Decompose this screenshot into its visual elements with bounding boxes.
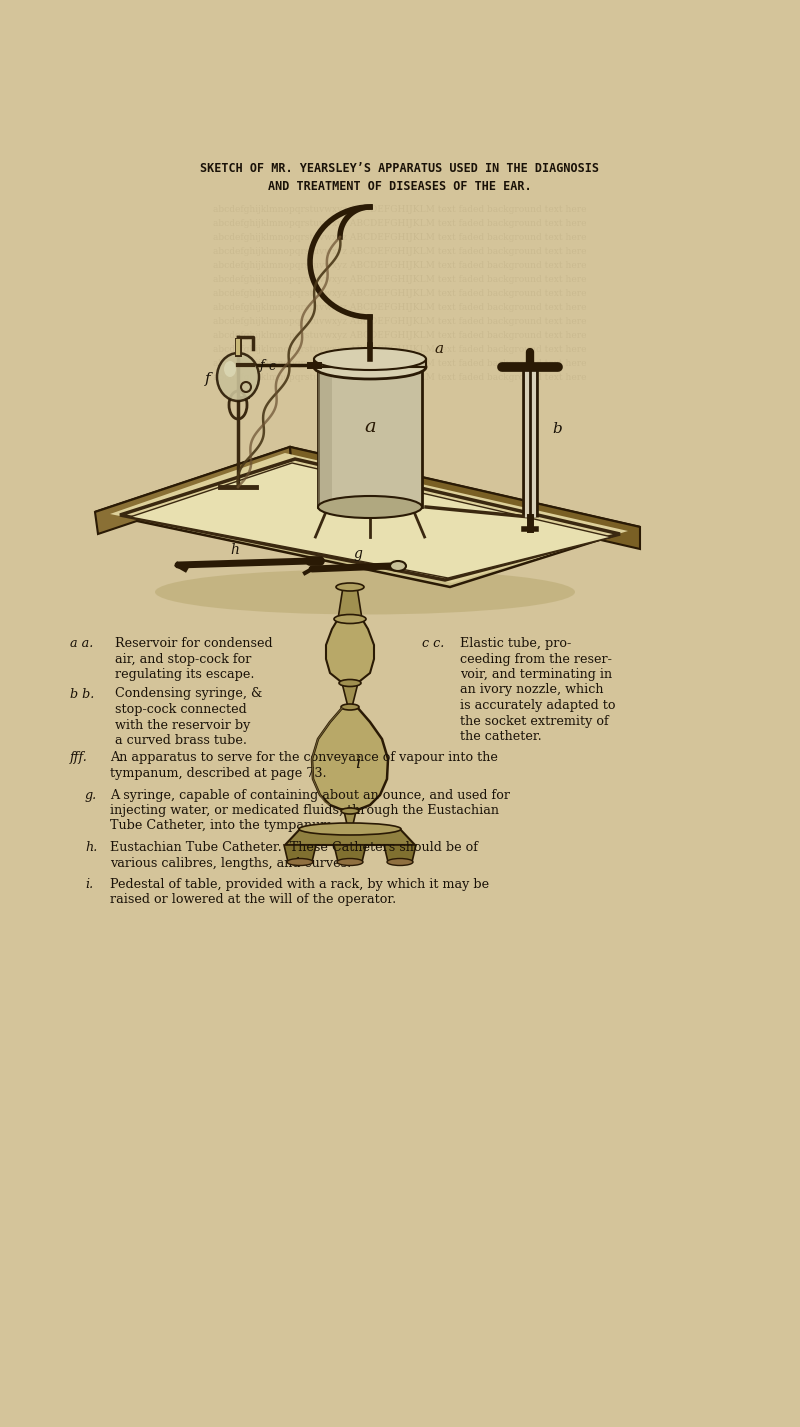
Polygon shape	[290, 447, 640, 549]
Text: abcdefghijklmnopqrstuvwxyz ABCDEFGHIJKLM text faded background text here: abcdefghijklmnopqrstuvwxyz ABCDEFGHIJKLM…	[214, 358, 586, 368]
Text: A syringe, capable of containing about an ounce, and used for: A syringe, capable of containing about a…	[110, 789, 510, 802]
Polygon shape	[384, 845, 416, 862]
Text: abcdefghijklmnopqrstuvwxyz ABCDEFGHIJKLM text faded background text here: abcdefghijklmnopqrstuvwxyz ABCDEFGHIJKLM…	[214, 274, 586, 284]
Text: air, and stop-cock for: air, and stop-cock for	[115, 652, 251, 665]
Ellipse shape	[390, 561, 406, 571]
Polygon shape	[334, 845, 366, 862]
Polygon shape	[95, 447, 292, 534]
Text: Condensing syringe, &: Condensing syringe, &	[115, 688, 262, 701]
Polygon shape	[342, 684, 358, 706]
Text: fff.: fff.	[70, 752, 88, 765]
Text: the catheter.: the catheter.	[460, 731, 542, 743]
Text: h: h	[230, 544, 239, 557]
Text: g.: g.	[85, 789, 97, 802]
Text: Eustachian Tube Catheter.  These Catheters should be of: Eustachian Tube Catheter. These Catheter…	[110, 841, 478, 853]
Text: ceeding from the reser-: ceeding from the reser-	[460, 652, 612, 665]
Polygon shape	[312, 706, 388, 811]
Text: abcdefghijklmnopqrstuvwxyz ABCDEFGHIJKLM text faded background text here: abcdefghijklmnopqrstuvwxyz ABCDEFGHIJKLM…	[214, 204, 586, 214]
Text: abcdefghijklmnopqrstuvwxyz ABCDEFGHIJKLM text faded background text here: abcdefghijklmnopqrstuvwxyz ABCDEFGHIJKLM…	[214, 372, 586, 381]
Text: a a.: a a.	[70, 636, 94, 651]
Text: injecting water, or medicated fluids, through the Eustachian: injecting water, or medicated fluids, th…	[110, 803, 499, 818]
Text: is accurately adapted to: is accurately adapted to	[460, 699, 615, 712]
Polygon shape	[344, 811, 356, 829]
Ellipse shape	[387, 859, 413, 866]
Text: c c.: c c.	[422, 636, 444, 651]
Polygon shape	[284, 845, 316, 862]
Polygon shape	[285, 829, 415, 845]
Ellipse shape	[155, 569, 575, 615]
Text: f: f	[260, 358, 265, 371]
Text: f: f	[205, 372, 211, 385]
Text: i: i	[355, 755, 361, 772]
Polygon shape	[314, 360, 426, 367]
Text: abcdefghijklmnopqrstuvwxyz ABCDEFGHIJKLM text faded background text here: abcdefghijklmnopqrstuvwxyz ABCDEFGHIJKLM…	[214, 331, 586, 340]
Ellipse shape	[336, 584, 364, 591]
Text: a: a	[434, 342, 443, 355]
Ellipse shape	[287, 859, 313, 866]
Text: AND TREATMENT OF DISEASES OF THE EAR.: AND TREATMENT OF DISEASES OF THE EAR.	[268, 180, 532, 193]
Ellipse shape	[334, 615, 366, 624]
Text: raised or lowered at the will of the operator.: raised or lowered at the will of the ope…	[110, 893, 396, 906]
Text: abcdefghijklmnopqrstuvwxyz ABCDEFGHIJKLM text faded background text here: abcdefghijklmnopqrstuvwxyz ABCDEFGHIJKLM…	[214, 247, 586, 255]
Text: Pedestal of table, provided with a rack, by which it may be: Pedestal of table, provided with a rack,…	[110, 878, 489, 890]
Text: abcdefghijklmnopqrstuvwxyz ABCDEFGHIJKLM text faded background text here: abcdefghijklmnopqrstuvwxyz ABCDEFGHIJKLM…	[214, 317, 586, 325]
Ellipse shape	[314, 355, 426, 380]
Text: c: c	[268, 361, 275, 374]
Text: with the reservoir by: with the reservoir by	[115, 719, 250, 732]
Ellipse shape	[337, 859, 363, 866]
Text: abcdefghijklmnopqrstuvwxyz ABCDEFGHIJKLM text faded background text here: abcdefghijklmnopqrstuvwxyz ABCDEFGHIJKLM…	[214, 344, 586, 354]
Polygon shape	[318, 367, 422, 507]
Ellipse shape	[299, 823, 401, 835]
Text: a curved brass tube.: a curved brass tube.	[115, 733, 247, 746]
Text: abcdefghijklmnopqrstuvwxyz ABCDEFGHIJKLM text faded background text here: abcdefghijklmnopqrstuvwxyz ABCDEFGHIJKLM…	[214, 218, 586, 227]
Ellipse shape	[224, 361, 236, 377]
Text: abcdefghijklmnopqrstuvwxyz ABCDEFGHIJKLM text faded background text here: abcdefghijklmnopqrstuvwxyz ABCDEFGHIJKLM…	[214, 233, 586, 241]
Polygon shape	[110, 452, 628, 584]
Text: SKETCH OF MR. YEARSLEY’S APPARATUS USED IN THE DIAGNOSIS: SKETCH OF MR. YEARSLEY’S APPARATUS USED …	[201, 163, 599, 176]
Ellipse shape	[217, 352, 259, 401]
Text: Tube Catheter, into the tympanum.: Tube Catheter, into the tympanum.	[110, 819, 336, 832]
Text: regulating its escape.: regulating its escape.	[115, 668, 254, 681]
Text: abcdefghijklmnopqrstuvwxyz ABCDEFGHIJKLM text faded background text here: abcdefghijklmnopqrstuvwxyz ABCDEFGHIJKLM…	[214, 261, 586, 270]
Ellipse shape	[314, 348, 426, 370]
Ellipse shape	[341, 808, 359, 813]
Ellipse shape	[339, 679, 361, 686]
Text: voir, and terminating in: voir, and terminating in	[460, 668, 612, 681]
Text: the socket extremity of: the socket extremity of	[460, 715, 609, 728]
Text: g: g	[354, 547, 362, 561]
Polygon shape	[130, 462, 612, 578]
Ellipse shape	[341, 704, 359, 711]
Text: various calibres, lengths, and curves.: various calibres, lengths, and curves.	[110, 856, 351, 869]
Text: b: b	[552, 422, 562, 437]
Text: tympanum, described at page 73.: tympanum, described at page 73.	[110, 766, 326, 781]
Ellipse shape	[318, 497, 422, 518]
Text: a: a	[364, 418, 376, 437]
Text: abcdefghijklmnopqrstuvwxyz ABCDEFGHIJKLM text faded background text here: abcdefghijklmnopqrstuvwxyz ABCDEFGHIJKLM…	[214, 303, 586, 311]
Polygon shape	[326, 619, 374, 684]
Polygon shape	[95, 447, 640, 586]
Text: stop-cock connected: stop-cock connected	[115, 704, 246, 716]
Polygon shape	[338, 586, 362, 619]
Text: Elastic tube, pro-: Elastic tube, pro-	[460, 636, 571, 651]
Text: b b.: b b.	[70, 688, 94, 701]
Text: h.: h.	[85, 841, 98, 853]
Text: An apparatus to serve for the conveyance of vapour into the: An apparatus to serve for the conveyance…	[110, 752, 498, 765]
Text: Reservoir for condensed: Reservoir for condensed	[115, 636, 273, 651]
Polygon shape	[318, 367, 332, 507]
Text: an ivory nozzle, which: an ivory nozzle, which	[460, 684, 603, 696]
Text: i.: i.	[85, 878, 93, 890]
Text: abcdefghijklmnopqrstuvwxyz ABCDEFGHIJKLM text faded background text here: abcdefghijklmnopqrstuvwxyz ABCDEFGHIJKLM…	[214, 288, 586, 297]
